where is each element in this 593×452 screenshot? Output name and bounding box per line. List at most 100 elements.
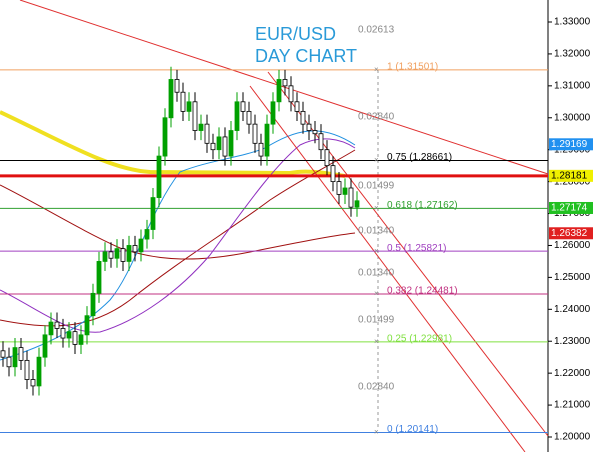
y-tick-label: 1.26000 [554,240,591,251]
candle-body [48,321,54,336]
fib-marker: × [374,289,379,298]
candle-body [12,347,18,368]
candle-body [300,110,306,125]
candle-body [186,101,192,112]
measurement-label: 0.01499 [358,181,395,192]
candle-body [150,197,156,230]
moving-average-yellow [0,110,346,178]
candle-body [36,356,42,387]
indicators [0,0,549,452]
candle-body [102,251,108,262]
candle-body [294,101,300,112]
candle-body [42,334,48,358]
measurement-label: 0.02613 [358,25,395,36]
measurement-label: 0.02840 [358,382,395,393]
candle-body [54,321,60,329]
candle-body [240,101,246,112]
candle-body [24,359,30,380]
candle-body [234,101,240,131]
candle-body [0,350,6,358]
candle-body [198,123,204,131]
candle-body [276,79,282,103]
candle-body [324,149,330,167]
candle-body [180,91,186,112]
candle-body [258,142,264,157]
chart-subtitle: DAY CHART [255,46,357,66]
price-tag-label: 1.26382 [551,228,588,239]
candle-body [168,79,174,119]
fib-label: 0.618 (1.27162) [387,200,458,211]
fib-marker: × [374,246,379,255]
candle-body [192,101,198,131]
fib-label: 0.25 (1.22981) [387,333,452,344]
candle-body [222,136,228,157]
price-tag [549,169,593,182]
moving-average-blue [0,130,356,361]
trendline [19,0,549,175]
y-tick-label: 1.30000 [554,112,591,123]
fib-label: 0.75 (1.28661) [387,152,452,163]
candle-body [144,229,150,240]
candle-body [246,110,252,125]
candle-body [216,136,222,151]
candle-body [348,187,354,208]
candle-body [126,245,132,262]
candle-body [72,331,78,345]
fib-marker: × [374,203,379,212]
y-tick-label: 1.32000 [554,49,591,60]
plot-area [0,0,548,452]
fib-label: 1 (1.31501) [387,61,438,72]
candle-body [84,315,90,336]
candle-body [210,142,216,151]
fib-marker: × [374,65,379,74]
candle-body [132,245,138,253]
measurement-label: 0.02840 [358,112,395,123]
measurement-label: 0.01340 [358,268,395,279]
price-tag-label: 1.27174 [551,203,588,214]
y-tick-label: 1.20000 [554,432,591,443]
candle-body [342,187,348,195]
candle-body [288,85,294,103]
candle-body [312,130,318,135]
candle-body [282,79,288,87]
fib-label: 0 (1.20141) [387,424,438,435]
measurement-label: 0.01340 [358,226,395,237]
moving-average-red [0,184,356,260]
candle-body [336,181,342,195]
price-tag-label: 1.28181 [551,170,588,181]
fib-marker: × [374,156,379,165]
price-tag [549,201,593,214]
fib-label: 0.5 (1.25821) [387,243,447,254]
candle-body [30,379,36,387]
measurement-label: 0.01499 [358,315,395,326]
chart-title: EUR/USD [255,24,336,44]
candle-body [66,331,72,339]
candle-body [162,117,168,157]
candle-body [228,130,234,157]
candle-body [306,123,312,131]
y-tick-label: 1.24000 [554,304,591,315]
price-tag [549,138,593,151]
trendline [249,85,526,452]
candle-body [60,328,66,339]
candle-body [204,123,210,144]
candle-body [138,238,144,253]
candle-body [318,133,324,151]
candle-body [18,347,24,361]
price-tag [549,227,593,240]
y-tick-label: 1.22000 [554,368,591,379]
candle-body [78,334,84,345]
y-tick-label: 1.25000 [554,272,591,283]
candle-body [96,261,102,294]
candle-body [174,79,180,93]
y-tick-label: 1.23000 [554,336,591,347]
candle-body [270,101,276,125]
candle-body [252,123,258,144]
candle-body [264,123,270,157]
y-tick-label: 1.31000 [554,80,591,91]
candle-body [90,292,96,317]
y-tick-label: 1.33000 [554,17,591,28]
fib-marker: × [374,337,379,346]
candle-body [156,155,162,198]
